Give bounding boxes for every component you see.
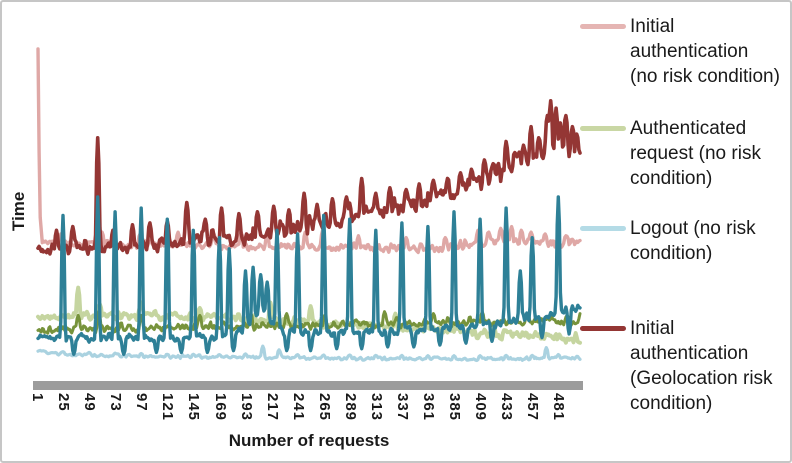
y-axis-title: Time: [9, 191, 28, 231]
x-tick-label: 337: [394, 393, 411, 422]
legend-label-line: authentication: [630, 343, 749, 364]
legend-item: Initial authentication (Geolocation risk co…: [580, 316, 773, 416]
legend-item: Initial authentication (no risk condition): [580, 14, 780, 89]
x-axis-bar: [33, 381, 583, 390]
x-tick-label: 289: [341, 393, 359, 422]
x-tick-label: 193: [237, 393, 255, 422]
x-axis-title: Number of requests: [228, 431, 390, 450]
series-line-initial-authentication-geolocation-risk-condition: [36, 99, 582, 256]
legend-label-line: condition): [630, 393, 713, 414]
x-tick-label: 97: [133, 393, 151, 412]
legend-swatch: [580, 326, 626, 331]
legend-label-line: (Geolocation risk: [630, 368, 773, 389]
legend-label-line: condition): [630, 243, 713, 264]
x-tick-label: 73: [107, 393, 125, 412]
x-tick-label: 121: [159, 393, 177, 422]
series-line-logout-geolocation-risk-condition: [36, 195, 582, 356]
legend-label-line: Initial: [630, 318, 675, 339]
legend-label-line: Logout (no risk: [630, 218, 756, 239]
x-tick-label: 265: [315, 393, 333, 422]
legend-label-line: request (no risk: [630, 143, 761, 164]
x-tick-label: 409: [472, 393, 490, 422]
legend: Initial authentication (no risk condition)…: [580, 2, 790, 461]
legend-item: Authenticated request (no risk condition): [580, 116, 761, 191]
x-tick-label: 49: [81, 393, 99, 412]
legend-item: Logout (no risk condition): [580, 216, 756, 266]
x-tick-label: 1: [29, 393, 46, 403]
x-tick-label: 457: [524, 393, 542, 422]
legend-label-line: Authenticated: [630, 118, 747, 139]
x-tick-label: 25: [55, 393, 73, 412]
legend-label: Logout (no risk condition): [630, 216, 756, 266]
legend-swatch: [580, 126, 626, 131]
legend-label-line: (no risk condition): [630, 66, 780, 87]
x-tick-label: 361: [420, 393, 437, 422]
legend-label-line: authentication: [630, 41, 749, 62]
x-tick-label: 241: [289, 393, 307, 422]
x-tick-label: 313: [367, 393, 385, 422]
legend-label: Authenticated request (no risk condition): [630, 116, 761, 191]
legend-label: Initial authentication (Geolocation risk co…: [630, 316, 773, 416]
x-tick-label: 433: [498, 393, 516, 422]
x-tick-label: 481: [550, 393, 568, 422]
x-tick-label: 169: [211, 393, 229, 422]
legend-label: Initial authentication (no risk condition): [630, 14, 780, 89]
series-line-logout-no-risk-condition: [36, 344, 582, 363]
legend-label-line: condition): [630, 168, 713, 189]
legend-label-line: Initial: [630, 16, 675, 37]
legend-swatch: [580, 24, 626, 29]
x-tick-label: 217: [263, 393, 281, 422]
legend-swatch: [580, 226, 626, 231]
x-tick-label: 385: [446, 393, 464, 422]
x-tick-label: 145: [185, 393, 203, 422]
